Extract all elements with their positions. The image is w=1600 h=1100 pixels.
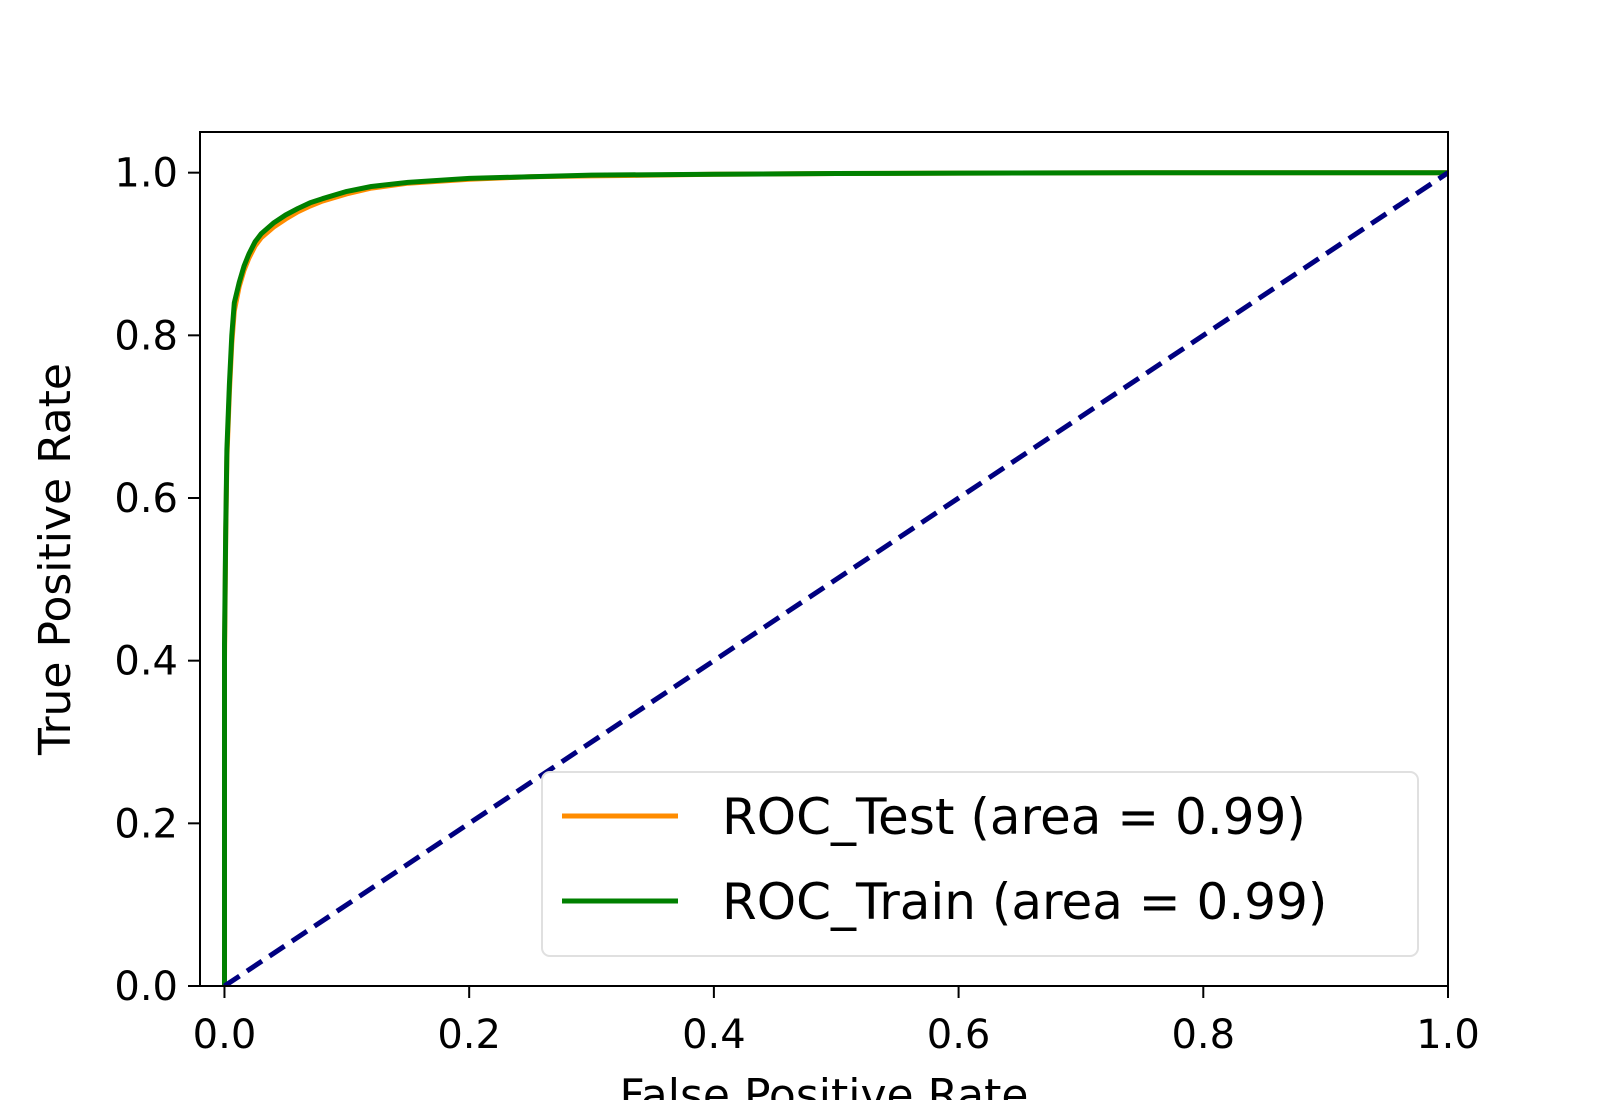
y-tick-label: 0.2 — [114, 801, 178, 847]
x-tick-label: 0.6 — [927, 1012, 991, 1058]
legend-label-test: ROC_Test (area = 0.99) — [722, 788, 1306, 846]
y-tick-label: 0.6 — [114, 476, 178, 522]
x-axis-label: False Positive Rate — [620, 1070, 1029, 1100]
x-tick-label: 0.2 — [437, 1012, 501, 1058]
x-tick-label: 0.4 — [682, 1012, 746, 1058]
series-line-roc_train — [222, 170, 1448, 986]
y-tick-label: 0.4 — [114, 639, 178, 685]
legend-frame — [541, 771, 1419, 957]
y-tick-label: 1.0 — [114, 151, 178, 197]
y-axis-ticks: 0.0 0.2 0.4 0.6 0.8 1.0 — [114, 151, 200, 1010]
x-tick-label: 0.8 — [1171, 1012, 1235, 1058]
y-tick-label: 0.0 — [114, 964, 178, 1010]
x-tick-label: 0.0 — [193, 1012, 257, 1058]
legend-label-train: ROC_Train (area = 0.99) — [722, 873, 1327, 931]
series-layer — [222, 170, 1448, 986]
series-line-chance-diagonal — [223, 170, 1448, 986]
y-tick-label: 0.8 — [114, 313, 178, 359]
legend: ROC_Test (area = 0.99) ROC_Train (area =… — [541, 771, 1419, 957]
y-axis-label: True Positive Rate — [30, 363, 81, 756]
x-axis-ticks: 0.0 0.2 0.4 0.6 0.8 1.0 — [193, 986, 1480, 1058]
x-tick-label: 1.0 — [1416, 1012, 1480, 1058]
plot-frame — [199, 131, 1449, 987]
